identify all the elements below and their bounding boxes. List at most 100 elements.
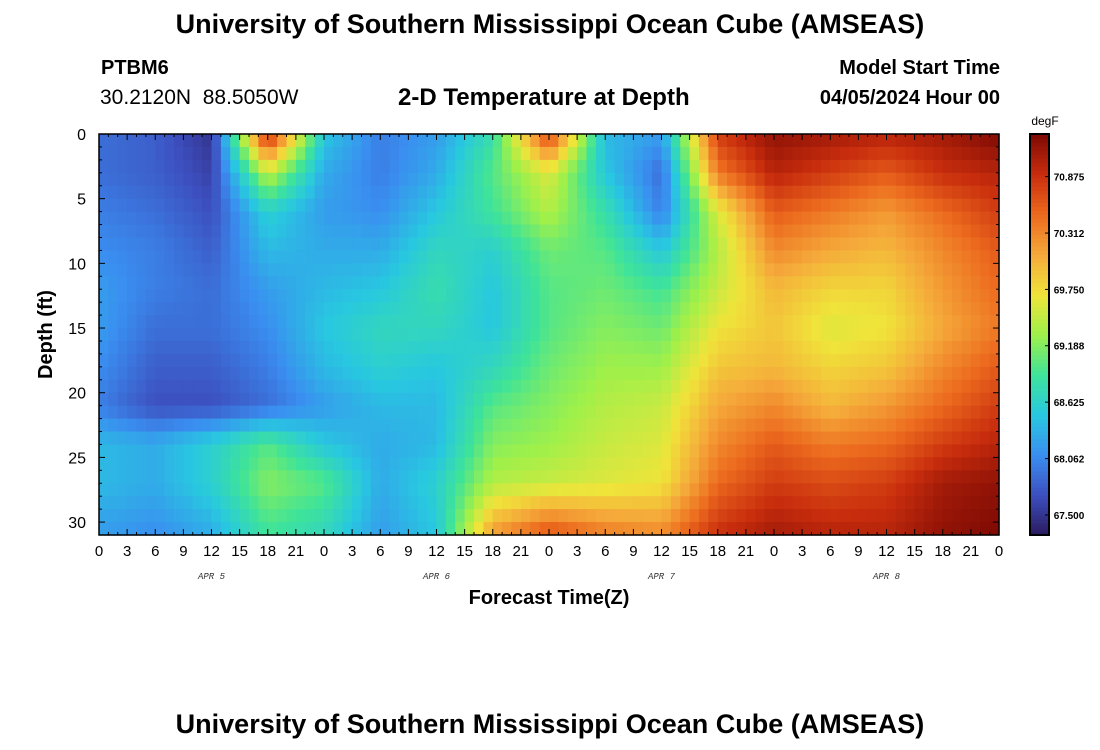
heatmap-cell: [624, 405, 634, 420]
heatmap-cell: [633, 134, 644, 148]
heatmap-cell: [595, 509, 606, 523]
heatmap-cell: [520, 418, 531, 433]
heatmap-cell: [699, 366, 709, 381]
heatmap-cell: [220, 198, 231, 213]
heatmap-cell: [689, 315, 700, 329]
heatmap-cell: [858, 211, 869, 226]
heatmap-cell: [849, 431, 859, 446]
heatmap-cell: [624, 379, 634, 394]
heatmap-cell: [727, 444, 738, 458]
heatmap-cell: [933, 496, 944, 510]
heatmap-cell: [277, 263, 288, 277]
heatmap-cell: [211, 315, 222, 329]
heatmap-cell: [858, 159, 869, 174]
heatmap-cell: [380, 418, 391, 433]
heatmap-cell: [774, 405, 784, 420]
heatmap-cell: [605, 146, 616, 161]
heatmap-cell: [764, 328, 775, 342]
heatmap-cell: [361, 289, 372, 303]
heatmap-cell: [989, 509, 1000, 523]
heatmap-cell: [970, 159, 981, 174]
heatmap-cell: [727, 418, 738, 433]
heatmap-cell: [127, 134, 138, 148]
heatmap-cell: [492, 457, 503, 471]
heatmap-cell: [399, 134, 409, 148]
heatmap-cell: [633, 353, 644, 368]
heatmap-cell: [699, 522, 709, 536]
heatmap-cell: [108, 172, 119, 187]
heatmap-cell: [830, 457, 841, 471]
heatmap-cell: [258, 146, 269, 161]
heatmap-cell: [277, 353, 288, 368]
heatmap-cell: [970, 224, 981, 239]
colorbar-band: [1030, 430, 1049, 436]
heatmap-cell: [145, 366, 156, 381]
heatmap-cell: [849, 289, 859, 303]
heatmap-cell: [895, 315, 906, 329]
heatmap-cell: [792, 263, 803, 277]
heatmap-cell: [267, 340, 278, 355]
heatmap-cell: [961, 509, 972, 523]
heatmap-cell: [267, 211, 278, 226]
heatmap-cell: [877, 392, 888, 407]
heatmap-cell: [389, 250, 400, 264]
heatmap-cell: [220, 379, 231, 394]
heatmap-cell: [99, 159, 109, 174]
heatmap-cell: [211, 353, 222, 368]
heatmap-cell: [577, 263, 588, 277]
heatmap-cell: [305, 211, 316, 226]
heatmap-cell: [361, 263, 372, 277]
heatmap-cell: [895, 340, 906, 355]
colorbar-band: [1030, 526, 1049, 532]
heatmap-cell: [117, 431, 128, 446]
heatmap-cell: [174, 522, 184, 536]
heatmap-cell: [961, 134, 972, 148]
heatmap-cell: [295, 366, 306, 381]
heatmap-cell: [399, 522, 409, 536]
heatmap-cell: [399, 379, 409, 394]
heatmap-cell: [117, 444, 128, 458]
heatmap-cell: [652, 185, 663, 200]
heatmap-cell: [305, 366, 316, 381]
heatmap-cell: [727, 185, 738, 200]
heatmap-cell: [230, 237, 241, 252]
heatmap-cell: [820, 134, 831, 148]
heatmap-cell: [736, 379, 747, 394]
heatmap-cell: [689, 444, 700, 458]
heatmap-cell: [567, 289, 578, 303]
heatmap-cell: [914, 457, 925, 471]
heatmap-cell: [305, 250, 316, 264]
heatmap-cell: [595, 431, 606, 446]
heatmap-cell: [849, 224, 859, 239]
heatmap-cell: [764, 353, 775, 368]
heatmap-cell: [492, 509, 503, 523]
heatmap-cell: [942, 237, 953, 252]
heatmap-cell: [652, 470, 663, 484]
heatmap-cell: [164, 496, 175, 510]
heatmap-cell: [699, 496, 709, 510]
heatmap-cell: [774, 470, 784, 484]
heatmap-cell: [905, 483, 916, 497]
heatmap-cell: [239, 431, 250, 446]
heatmap-cell: [352, 302, 363, 316]
colorbar-band: [1030, 474, 1049, 480]
heatmap-cell: [670, 134, 681, 148]
heatmap-cell: [380, 379, 391, 394]
heatmap-cell: [980, 353, 991, 368]
heatmap-cell: [286, 289, 297, 303]
heatmap-cell: [595, 379, 606, 394]
heatmap-cell: [136, 405, 147, 420]
heatmap-cell: [736, 134, 747, 148]
heatmap-cell: [417, 224, 428, 239]
colorbar-tick-label: 69.188: [1054, 342, 1085, 353]
heatmap-cell: [605, 224, 616, 239]
heatmap-cell: [492, 470, 503, 484]
heatmap-cell: [436, 250, 447, 264]
heatmap-cell: [174, 172, 184, 187]
heatmap-cell: [267, 509, 278, 523]
heatmap-cell: [136, 457, 147, 471]
heatmap-cell: [849, 237, 859, 252]
heatmap-cell: [408, 146, 419, 161]
heatmap-cell: [849, 366, 859, 381]
heatmap-cell: [624, 159, 634, 174]
